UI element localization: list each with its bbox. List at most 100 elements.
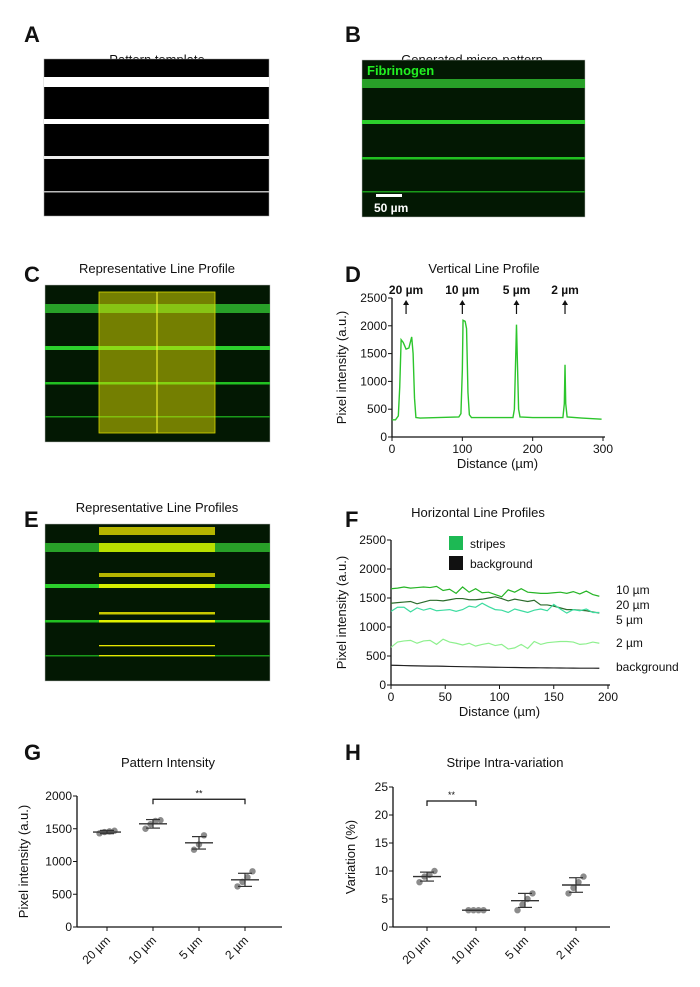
y-tick-label: 25 bbox=[375, 780, 389, 794]
panel-label-h: H bbox=[345, 740, 361, 765]
series-label: 20 µm bbox=[616, 598, 650, 612]
y-tick-label: 1000 bbox=[360, 374, 387, 388]
stripe-20um bbox=[362, 79, 585, 88]
panel-title-c: Representative Line Profile bbox=[79, 261, 235, 276]
y-tick-label: 2000 bbox=[360, 319, 387, 333]
data-point bbox=[580, 873, 587, 880]
significance-label: ** bbox=[448, 790, 456, 800]
panel-label-b: B bbox=[345, 22, 361, 47]
panel-title-e: Representative Line Profiles bbox=[76, 500, 239, 515]
category-label: 20 µm bbox=[399, 933, 433, 967]
y-tick-label: 5 bbox=[381, 892, 388, 906]
template-stripe-20um bbox=[44, 77, 269, 87]
category-label: 2 µm bbox=[222, 933, 251, 962]
y-axis-label: Pixel intensity (a.u.) bbox=[334, 311, 349, 424]
data-point bbox=[514, 907, 521, 914]
y-tick-label: 1500 bbox=[359, 591, 386, 605]
arrow-head-icon bbox=[459, 300, 466, 305]
data-point bbox=[190, 846, 198, 853]
panel-c: C Representative Line Profile bbox=[24, 261, 271, 443]
y-axis-label: Pixel intensity (a.u.) bbox=[16, 805, 31, 918]
x-tick-label: 100 bbox=[489, 690, 509, 704]
series-label: 5 µm bbox=[616, 613, 643, 627]
legend-label: background bbox=[470, 557, 533, 571]
panel-label-d: D bbox=[345, 262, 361, 287]
panel-h: H Stripe Intra-variation 0 5 10 15 20 25 20 µm… bbox=[343, 740, 610, 967]
y-tick-label: 500 bbox=[367, 402, 387, 416]
bg-profile-20um bbox=[99, 527, 215, 535]
data-point bbox=[200, 832, 208, 839]
x-tick-label: 200 bbox=[598, 690, 618, 704]
arrow-head-icon bbox=[562, 300, 569, 305]
y-tick-label: 1500 bbox=[45, 822, 72, 836]
x-tick-label: 100 bbox=[452, 442, 472, 456]
stripe-intra-variation-chart: 0 5 10 15 20 25 20 µm 10 µm 5 µm 2 µm ** Variation … bbox=[343, 780, 610, 967]
x-tick-label: 150 bbox=[544, 690, 564, 704]
scale-bar bbox=[376, 194, 402, 197]
category-label: 10 µm bbox=[448, 933, 482, 967]
y-tick-label: 500 bbox=[366, 649, 386, 663]
significance-label: ** bbox=[195, 788, 203, 798]
chart-title-f: Horizontal Line Profiles bbox=[411, 505, 545, 520]
bg-profile-5um bbox=[99, 612, 215, 615]
micro-pattern-image: Fibrinogen 50 µm bbox=[361, 59, 586, 218]
peak-label: 2 µm bbox=[551, 283, 579, 297]
series-label: 10 µm bbox=[616, 583, 650, 597]
data-point bbox=[234, 883, 241, 890]
data-point bbox=[529, 890, 536, 897]
series-label: background bbox=[616, 660, 679, 674]
chart-title-d: Vertical Line Profile bbox=[428, 261, 539, 276]
chart-title-h: Stripe Intra-variation bbox=[446, 755, 563, 770]
y-tick-label: 2500 bbox=[360, 291, 387, 305]
template-stripe-5um bbox=[44, 156, 269, 159]
legend-label: stripes bbox=[470, 537, 505, 551]
scale-bar-label: 50 µm bbox=[374, 201, 408, 215]
y-tick-label: 15 bbox=[375, 836, 389, 850]
y-tick-label: 0 bbox=[379, 678, 386, 692]
template-stripe-2um bbox=[44, 191, 269, 193]
arrow-head-icon bbox=[513, 300, 520, 305]
data-point bbox=[431, 867, 438, 875]
vertical-line-profile-chart: 0 500 1000 1500 2000 2500 0 100 200 300 Distance (… bbox=[334, 283, 613, 471]
series-line bbox=[390, 638, 600, 650]
y-tick-label: 0 bbox=[381, 920, 388, 934]
significance-bracket bbox=[152, 798, 246, 805]
data-point bbox=[142, 825, 149, 832]
y-tick-label: 1500 bbox=[360, 347, 387, 361]
category-label: 10 µm bbox=[125, 933, 159, 967]
y-tick-label: 1000 bbox=[45, 855, 72, 869]
y-tick-label: 0 bbox=[65, 920, 72, 934]
category-label: 5 µm bbox=[502, 933, 531, 962]
peak-label: 20 µm bbox=[389, 283, 423, 297]
y-tick-label: 10 bbox=[375, 864, 389, 878]
chart-title-g: Pattern Intensity bbox=[121, 755, 215, 770]
stain-label: Fibrinogen bbox=[367, 63, 434, 78]
panel-f: F Horizontal Line Profiles 0500100015002… bbox=[334, 505, 679, 719]
category-label: 2 µm bbox=[553, 933, 582, 962]
legend-swatch bbox=[449, 556, 463, 570]
category-label: 5 µm bbox=[176, 933, 205, 962]
y-tick-label: 2500 bbox=[359, 533, 386, 547]
peak-label: 10 µm bbox=[445, 283, 479, 297]
panel-e: E Representative Line Profiles bbox=[24, 500, 271, 682]
y-tick-label: 2000 bbox=[45, 789, 72, 803]
pattern-intensity-chart: 0 500 1000 1500 2000 20 µm 10 µm 5 µm 2 µm ** Pixe… bbox=[16, 788, 282, 967]
data-point bbox=[575, 879, 582, 886]
data-point bbox=[416, 879, 423, 886]
bg-profile-10um bbox=[99, 573, 215, 577]
peak-label: 5 µm bbox=[503, 283, 531, 297]
series-line bbox=[390, 596, 600, 614]
y-tick-label: 1000 bbox=[359, 620, 386, 634]
panel-b: B Generated micro-pattern Fibrinogen 50 … bbox=[345, 22, 586, 218]
significance-bracket bbox=[426, 800, 477, 806]
panel-label-e: E bbox=[24, 507, 39, 532]
stripe-10um bbox=[362, 120, 585, 124]
panel-label-g: G bbox=[24, 740, 41, 765]
y-tick-label: 2000 bbox=[359, 562, 386, 576]
panel-d: D Vertical Line Profile 0 500 1000 1500 2000… bbox=[334, 261, 613, 471]
x-tick-label: 50 bbox=[439, 690, 453, 704]
y-tick-label: 0 bbox=[380, 430, 387, 444]
stripe-profile-5um bbox=[99, 620, 215, 623]
data-point bbox=[570, 884, 577, 891]
